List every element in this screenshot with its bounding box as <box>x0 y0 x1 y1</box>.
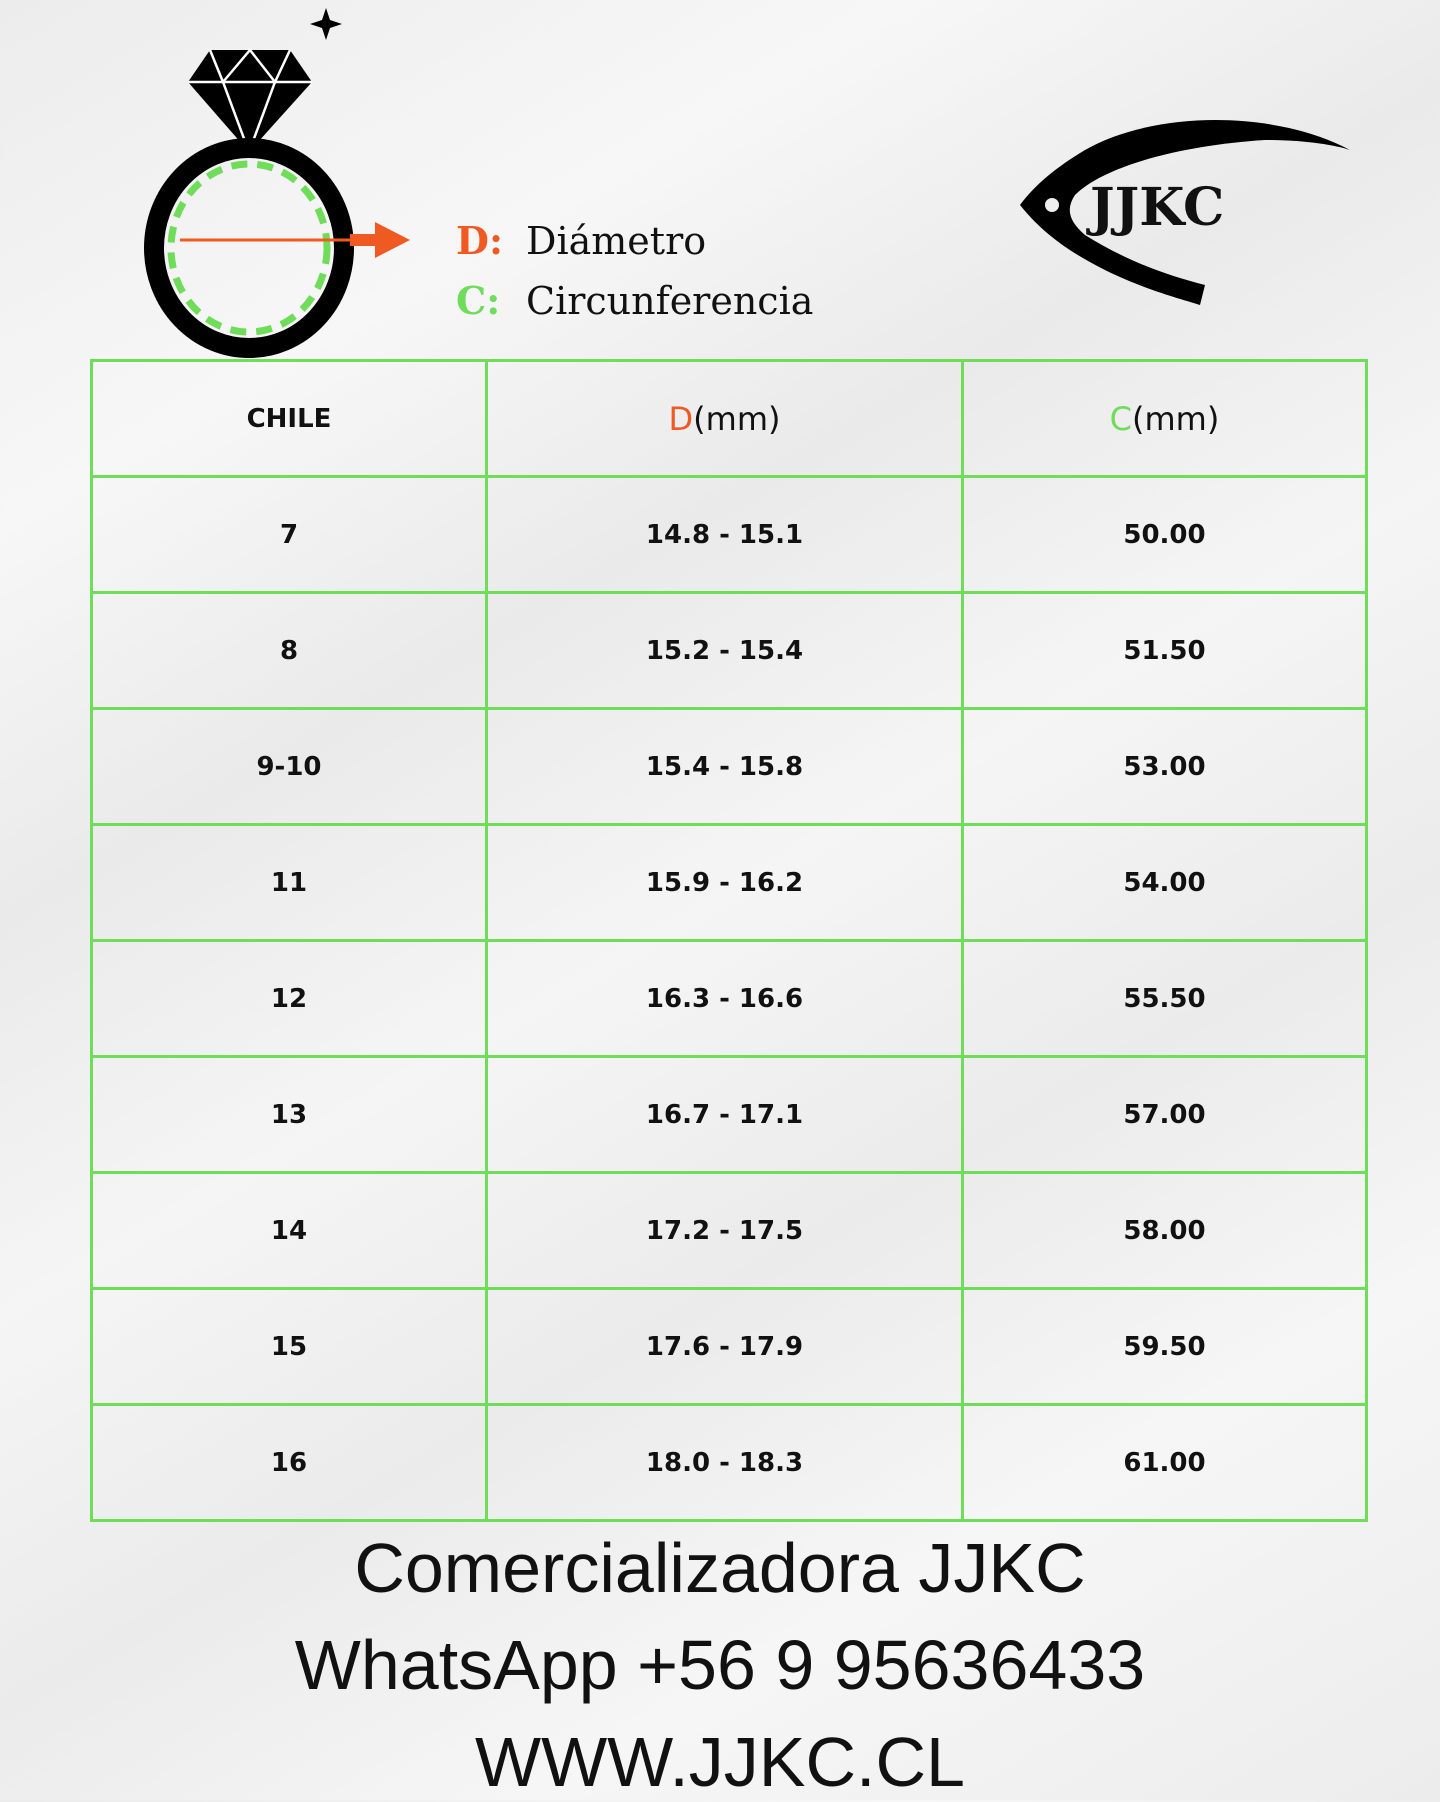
cell-circumference: 53.00 <box>961 707 1368 826</box>
cell-circumference: 50.00 <box>961 475 1368 594</box>
legend-d-key: D: <box>456 218 503 263</box>
table-row: 15 17.6 - 17.9 59.50 <box>90 1287 1368 1406</box>
cell-diameter: 16.7 - 17.1 <box>485 1055 964 1174</box>
header-diameter: D(mm) <box>485 359 964 478</box>
table-row: 11 15.9 - 16.2 54.00 <box>90 823 1368 942</box>
table-header-row: CHILE D(mm) C(mm) <box>90 359 1368 478</box>
cell-diameter: 15.9 - 16.2 <box>485 823 964 942</box>
legend-c-label: Circunferencia <box>526 279 814 323</box>
cell-circumference: 61.00 <box>961 1403 1368 1522</box>
table-row: 12 16.3 - 16.6 55.50 <box>90 939 1368 1058</box>
cell-circumference: 55.50 <box>961 939 1368 1058</box>
ring-size-table: CHILE D(mm) C(mm) 7 14.8 - 15.1 50.00 8 15.2… <box>90 359 1368 1522</box>
table-row: 16 18.0 - 18.3 61.00 <box>90 1403 1368 1522</box>
header-d-key: D <box>668 399 694 438</box>
footer-company: Comercializadora JJKC <box>354 1529 1086 1607</box>
cell-circumference: 54.00 <box>961 823 1368 942</box>
header-c-unit: (mm) <box>1132 399 1220 438</box>
cell-size: 9-10 <box>90 707 488 826</box>
table-row: 8 15.2 - 15.4 51.50 <box>90 591 1368 710</box>
footer-website[interactable]: WWW.JJKC.CL <box>475 1723 965 1801</box>
legend-circumference: C: Circunferencia <box>456 278 813 323</box>
cell-circumference: 57.00 <box>961 1055 1368 1174</box>
header-chile: CHILE <box>90 359 488 478</box>
legend-d-label: Diámetro <box>526 219 707 263</box>
cell-size: 14 <box>90 1171 488 1290</box>
table-row: 9-10 15.4 - 15.8 53.00 <box>90 707 1368 826</box>
cell-size: 12 <box>90 939 488 1058</box>
cell-size: 7 <box>90 475 488 594</box>
cell-size: 11 <box>90 823 488 942</box>
cell-circumference: 59.50 <box>961 1287 1368 1406</box>
cell-diameter: 15.4 - 15.8 <box>485 707 964 826</box>
cell-size: 15 <box>90 1287 488 1406</box>
cell-diameter: 17.6 - 17.9 <box>485 1287 964 1406</box>
cell-diameter: 18.0 - 18.3 <box>485 1403 964 1522</box>
cell-size: 8 <box>90 591 488 710</box>
jjkc-logo: JJKC <box>1020 120 1350 305</box>
legend-c-key: C: <box>456 278 501 323</box>
cell-circumference: 58.00 <box>961 1171 1368 1290</box>
table-row: 13 16.7 - 17.1 57.00 <box>90 1055 1368 1174</box>
logo-text: JJKC <box>1086 177 1224 238</box>
cell-diameter: 16.3 - 16.6 <box>485 939 964 1058</box>
table-row: 14 17.2 - 17.5 58.00 <box>90 1171 1368 1290</box>
cell-diameter: 17.2 - 17.5 <box>485 1171 964 1290</box>
legend-diameter: D: Diámetro <box>456 218 706 263</box>
header-circumference: C(mm) <box>961 359 1368 478</box>
cell-diameter: 14.8 - 15.1 <box>485 475 964 594</box>
ring-diagram-icon <box>144 8 410 358</box>
table-row: 7 14.8 - 15.1 50.00 <box>90 475 1368 594</box>
header-c-key: C <box>1109 399 1133 438</box>
cell-diameter: 15.2 - 15.4 <box>485 591 964 710</box>
cell-circumference: 51.50 <box>961 591 1368 710</box>
cell-size: 16 <box>90 1403 488 1522</box>
footer-whatsapp: WhatsApp +56 9 95636433 <box>294 1626 1146 1704</box>
cell-size: 13 <box>90 1055 488 1174</box>
header-d-unit: (mm) <box>693 399 781 438</box>
